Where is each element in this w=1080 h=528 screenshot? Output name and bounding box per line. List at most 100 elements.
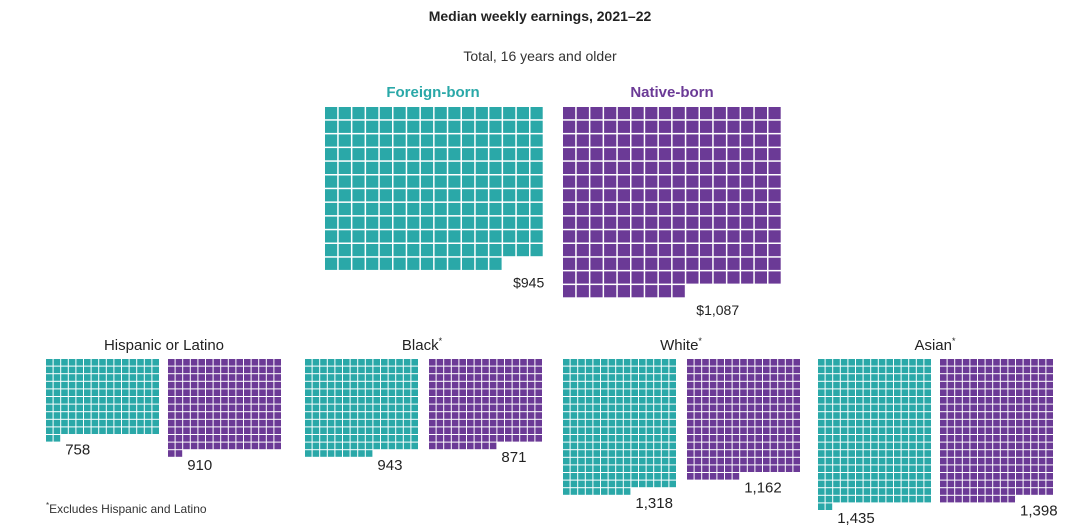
waffle-cell	[1008, 412, 1015, 419]
waffle-cell	[962, 457, 970, 465]
waffle-cell	[818, 397, 825, 404]
waffle-cell	[924, 480, 931, 488]
waffle-cell	[475, 148, 488, 161]
waffle-cell	[947, 389, 955, 396]
waffle-cell	[325, 148, 338, 161]
waffle-cell	[741, 202, 754, 216]
waffle-cell	[833, 465, 840, 472]
waffle-cell	[590, 271, 603, 284]
waffle-cell	[694, 359, 702, 366]
waffle-cell	[358, 374, 365, 381]
waffle-cell	[770, 427, 778, 434]
waffle-cell	[1046, 366, 1053, 374]
waffle-cell	[863, 359, 871, 366]
waffle-cell	[856, 374, 863, 381]
waffle-cell	[459, 427, 466, 434]
waffle-cell	[305, 366, 312, 374]
waffle-cell	[489, 389, 497, 396]
waffle-cell	[755, 366, 762, 374]
waffle-cell	[388, 374, 396, 381]
waffle-cell	[985, 412, 993, 419]
waffle-cell	[520, 435, 527, 442]
waffle-cell	[863, 404, 871, 412]
waffle-cell	[505, 389, 512, 396]
waffle-cell	[631, 404, 638, 412]
waffle-cell	[320, 381, 327, 389]
waffle-cell	[785, 427, 793, 434]
waffle-cell	[436, 389, 444, 396]
waffle-hispanic-native-born	[168, 359, 281, 457]
waffle-cell	[137, 412, 144, 419]
waffle-total-foreign-born	[325, 107, 543, 270]
waffle-cell	[793, 465, 800, 472]
waffle-cell	[848, 397, 855, 404]
waffle-cell	[863, 495, 871, 503]
waffle-cell	[970, 465, 977, 472]
waffle-cell	[768, 230, 781, 243]
waffle-cell	[563, 134, 576, 147]
waffle-cell	[940, 389, 947, 396]
waffle-cell	[616, 389, 623, 396]
waffle-cell	[467, 397, 474, 404]
waffle-cell	[604, 175, 617, 188]
waffle-cell	[623, 419, 631, 427]
waffle-cell	[901, 419, 909, 427]
waffle-cell	[623, 488, 631, 495]
waffle-cell	[702, 404, 709, 412]
waffle-cell	[585, 442, 593, 450]
waffle-cell	[168, 389, 175, 396]
waffle-cell	[563, 175, 576, 188]
waffle-cell	[274, 374, 281, 381]
waffle-cell	[646, 419, 654, 427]
waffle-cell	[144, 404, 152, 412]
waffle-cell	[909, 366, 916, 374]
waffle-cell	[335, 389, 342, 396]
waffle-cell	[563, 366, 570, 374]
waffle-cell	[1046, 389, 1053, 396]
waffle-cell	[576, 285, 589, 298]
waffle-cell	[228, 435, 236, 442]
waffle-cell	[916, 374, 924, 381]
waffle-cell	[825, 359, 833, 366]
waffle-cell	[985, 495, 993, 503]
waffle-cell	[631, 271, 644, 284]
waffle-cell	[61, 381, 68, 389]
waffle-cell	[646, 473, 654, 480]
waffle-cell	[535, 397, 542, 404]
waffle-cell	[343, 419, 350, 427]
waffle-cell	[833, 366, 840, 374]
waffle-cell	[448, 148, 461, 161]
waffle-cell	[793, 389, 800, 396]
waffle-cell	[381, 359, 388, 366]
waffle-cell	[467, 381, 474, 389]
waffle-cell	[535, 359, 542, 366]
waffle-cell	[727, 257, 740, 270]
waffle-cell	[489, 120, 502, 133]
waffle-cell	[725, 450, 732, 457]
waffle-cell	[785, 465, 793, 472]
waffle-cell	[694, 397, 702, 404]
waffle-cell	[137, 366, 144, 374]
waffle-cell	[1016, 450, 1023, 457]
waffle-cell	[848, 480, 855, 488]
waffle-cell	[570, 374, 578, 381]
waffle-cell	[856, 435, 863, 442]
waffle-cell	[343, 442, 350, 450]
waffle-cell	[725, 435, 732, 442]
waffle-cell	[924, 457, 931, 465]
waffle-cell	[381, 366, 388, 374]
waffle-cell	[144, 374, 152, 381]
waffle-cell	[978, 488, 985, 495]
waffle-cell	[818, 442, 825, 450]
waffle-cell	[213, 404, 221, 412]
waffle-cell	[709, 435, 717, 442]
waffle-cell	[434, 216, 447, 229]
waffle-cell	[700, 120, 713, 133]
waffle-cell	[727, 271, 740, 284]
waffle-cell	[396, 435, 403, 442]
waffle-cell	[608, 397, 616, 404]
waffle-cell	[687, 465, 694, 472]
waffle-cell	[631, 244, 644, 257]
waffle-cell	[228, 381, 236, 389]
waffle-cell	[658, 257, 672, 270]
